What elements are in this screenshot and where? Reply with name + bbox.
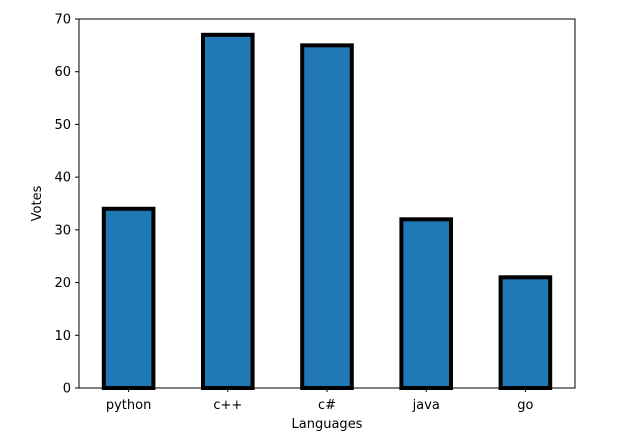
- plot-frame: [78, 18, 576, 389]
- y-axis-ticks: 0 10 20 30 40 50 60 70: [54, 13, 79, 397]
- y-axis-label: Votes: [30, 185, 45, 221]
- x-tick-label: go: [517, 398, 533, 413]
- bar-go: [498, 275, 553, 390]
- bar-c++: [201, 32, 255, 390]
- y-tick-label: 40: [54, 171, 71, 186]
- x-tick-label: c#: [318, 398, 336, 413]
- y-tick-label: 50: [54, 118, 71, 133]
- bar-java: [399, 217, 453, 390]
- x-axis-label: Languages: [292, 417, 363, 432]
- x-axis-ticks: python c++ c# java go: [106, 388, 534, 413]
- y-tick-label: 20: [54, 276, 71, 291]
- x-tick-label: java: [412, 398, 440, 413]
- bar-c#: [300, 43, 354, 390]
- y-tick-label: 70: [54, 13, 71, 28]
- bar-python: [101, 206, 156, 390]
- y-tick-label: 0: [63, 382, 71, 397]
- bars-group: [101, 32, 553, 390]
- y-tick-label: 10: [54, 329, 71, 344]
- x-tick-label: python: [106, 398, 151, 413]
- y-tick-label: 30: [54, 223, 71, 238]
- y-tick-label: 60: [54, 65, 71, 80]
- x-tick-label: c++: [213, 398, 242, 413]
